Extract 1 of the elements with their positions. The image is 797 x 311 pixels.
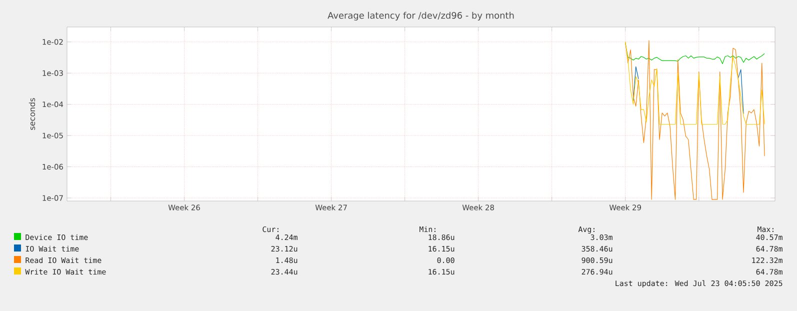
chart-title: Average latency for /dev/zd96 - by month <box>328 12 514 20</box>
